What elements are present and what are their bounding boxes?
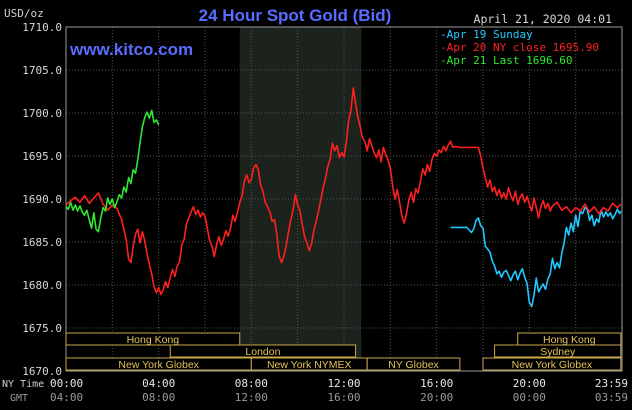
legend-entry: -Apr 20 NY close 1695.90 — [440, 41, 599, 54]
series-line — [65, 87, 622, 296]
grid-lines — [66, 27, 622, 371]
x-tick-label-ny: 04:00 — [142, 377, 175, 390]
y-tick-label: 1670.0 — [22, 365, 62, 378]
legend: -Apr 19 Sunday-Apr 20 NY close 1695.90-A… — [440, 28, 599, 67]
legend-entry: -Apr 19 Sunday — [440, 28, 533, 41]
session-box — [65, 332, 241, 346]
session-label: Sydney — [540, 346, 576, 358]
y-tick-label: 1695.0 — [22, 150, 62, 163]
x-tick-label-ny: 16:00 — [420, 377, 453, 390]
legend-entry: -Apr 21 Last 1696.60 — [440, 54, 572, 67]
x-tick-label-ny: 08:00 — [235, 377, 268, 390]
session-label: Hong Kong — [127, 334, 180, 346]
session-label: London — [245, 346, 280, 358]
y-tick-label: 1700.0 — [22, 107, 62, 120]
plot-frame — [65, 26, 623, 372]
session-label: New York Globex — [512, 359, 593, 371]
session-box — [494, 344, 622, 358]
session-box — [482, 357, 622, 371]
session-box — [169, 344, 357, 358]
x-tick-label-gmt: 12:00 — [235, 391, 268, 404]
timestamp: April 21, 2020 04:01 — [474, 12, 613, 26]
x-tick-label-ny: 12:00 — [327, 377, 360, 390]
x-tick-label-ny: 20:00 — [513, 377, 546, 390]
session-box — [366, 357, 461, 371]
x-row-label-ny: NY Time — [2, 379, 44, 390]
x-tick-label-gmt: 16:00 — [327, 391, 360, 404]
y-tick-label: 1710.0 — [22, 21, 62, 34]
x-tick-label-gmt: 04:00 — [50, 391, 83, 404]
y-axis-tick-labels: 1710.0 1705.0 1700.0 1695.0 1690.0 1685.0 1680… — [22, 21, 62, 378]
x-row-label-gmt: GMT — [10, 393, 28, 404]
y-tick-label: 1675.0 — [22, 322, 62, 335]
source-watermark: www.kitco.com — [69, 40, 193, 59]
y-tick-label: 1685.0 — [22, 236, 62, 249]
x-tick-label-gmt: 08:00 — [142, 391, 175, 404]
x-tick-label-gmt: 03:59 — [595, 391, 628, 404]
session-label: New York Globex — [118, 359, 199, 371]
series-line — [450, 206, 622, 308]
x-tick-label-ny: 00:00 — [50, 377, 83, 390]
x-tick-label-gmt: 20:00 — [420, 391, 453, 404]
session-label: New York NYMEX — [267, 359, 352, 371]
x-tick-label-gmt: 00:00 — [513, 391, 546, 404]
series-line — [65, 109, 160, 233]
price-series — [65, 87, 622, 308]
y-tick-label: 1680.0 — [22, 279, 62, 292]
y-tick-label: 1690.0 — [22, 193, 62, 206]
session-label: Hong Kong — [543, 334, 596, 346]
session-label: NY Globex — [388, 359, 439, 371]
x-tick-label-ny: 23:59 — [595, 377, 628, 390]
trading-sessions: Hong Kong London New York Globex New York N… — [65, 332, 622, 371]
y-tick-label: 1705.0 — [22, 64, 62, 77]
y-axis-unit-label: USD/oz — [4, 7, 44, 20]
chart-title: 24 Hour Spot Gold (Bid) — [199, 6, 392, 25]
